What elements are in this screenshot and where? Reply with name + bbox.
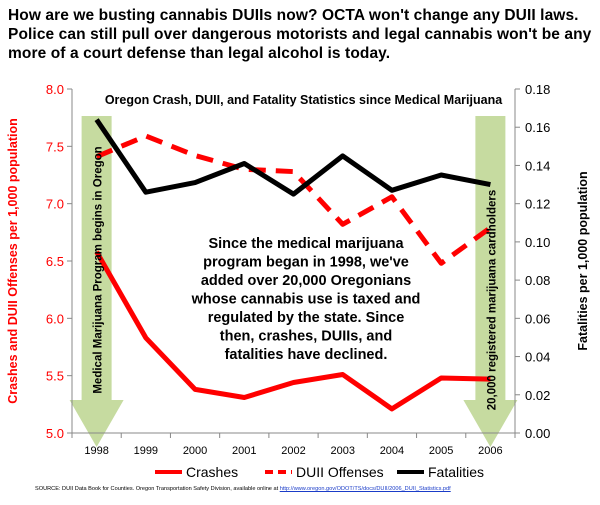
x-tick-label: 2000 [183, 445, 207, 457]
right-y-tick-label: 0.08 [525, 273, 550, 288]
left-y-tick-label: 7.5 [46, 139, 64, 154]
series-line-crashes [94, 250, 491, 412]
legend-label: Fatalities [428, 464, 484, 480]
x-tick-label: 2002 [281, 445, 305, 457]
x-tick-label: 1998 [84, 445, 108, 457]
source-text: SOURCE: DUII Data Book for Counties. Ore… [35, 486, 280, 492]
left-y-tick-label: 5.0 [46, 426, 64, 441]
right-annotation-arrow [463, 116, 518, 447]
source-link[interactable]: http://www.oregon.gov/ODOT/TS/docs/DUII/… [279, 486, 451, 492]
left-axis-title: Crashes and DUII Offenses per 1,000 popu… [6, 118, 20, 404]
right-y-tick-label: 0.18 [525, 82, 550, 97]
left-y-tick-label: 5.5 [46, 369, 64, 384]
center-annotation-line: program began in 1998, we've [203, 255, 409, 271]
center-annotation-line: fatalities have declined. [225, 347, 388, 363]
center-annotation-line: added over 20,000 Oregonians [201, 273, 411, 289]
center-annotation-line: then, crashes, DUIIs, and [220, 329, 392, 345]
x-tick-label: 2005 [429, 445, 453, 457]
chart-series [94, 118, 492, 412]
left-y-tick-label: 7.0 [46, 197, 64, 212]
right-y-tick-label: 0.02 [525, 388, 550, 403]
x-tick-label: 2006 [478, 445, 502, 457]
chart-labels: 1998 1999 2000 2001 2002 2003 2004 2005 2006 5.0 5… [6, 82, 590, 480]
headline: How are we busting cannabis DUIIs now? O… [8, 7, 592, 62]
right-y-tick-label: 0.04 [525, 350, 550, 365]
right-y-tick-label: 0.16 [525, 120, 550, 135]
series-line-fatalities [94, 118, 491, 197]
right-arrow-label: 20,000 registered marijuana cardholders [486, 190, 498, 411]
right-y-tick-label: 0.00 [525, 426, 550, 441]
x-tick-label: 1999 [134, 445, 158, 457]
x-tick-label: 2001 [232, 445, 256, 457]
right-y-tick-label: 0.12 [525, 197, 550, 212]
left-y-tick-label: 6.5 [46, 254, 64, 269]
center-annotation-line: regulated by the state. Since [208, 310, 405, 326]
chart-axes [67, 88, 520, 438]
x-tick-label: 2003 [330, 445, 354, 457]
left-arrow-label: Medical Marijuana Program begins in Oreg… [93, 146, 105, 393]
right-axis-title: Fatalities per 1,000 population [576, 171, 590, 350]
left-annotation-arrow [69, 116, 124, 447]
legend-label: DUII Offenses [296, 464, 384, 480]
right-y-tick-label: 0.10 [525, 235, 550, 250]
chart-title: Oregon Crash, DUII, and Fatality Statist… [105, 93, 503, 107]
legend-label: Crashes [186, 464, 238, 480]
center-annotation-line: whose cannabis use is taxed and [191, 292, 421, 308]
series-line-duii-offenses [95, 133, 492, 266]
x-tick-label: 2004 [380, 445, 404, 457]
annotation-arrows [69, 116, 518, 447]
right-y-tick-label: 0.14 [525, 158, 550, 173]
source-note: SOURCE: DUII Data Book for Counties. Ore… [35, 486, 595, 492]
left-y-tick-label: 6.0 [46, 311, 64, 326]
left-y-tick-label: 8.0 [46, 82, 64, 97]
center-annotation-line: Since the medical marijuana [208, 236, 404, 252]
right-y-tick-label: 0.06 [525, 311, 550, 326]
